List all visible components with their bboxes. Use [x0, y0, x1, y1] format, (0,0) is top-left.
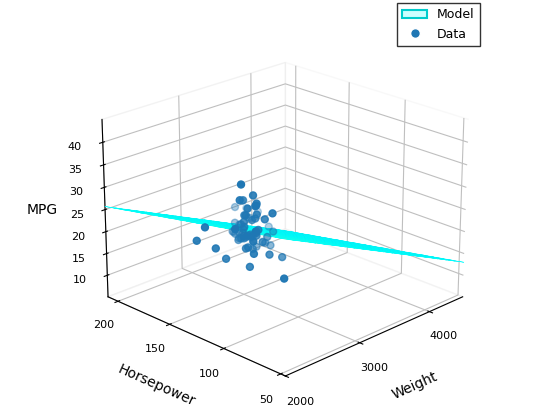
- X-axis label: Weight: Weight: [390, 369, 440, 402]
- Y-axis label: Horsepower: Horsepower: [115, 362, 197, 409]
- Legend: Model, Data: Model, Data: [397, 3, 480, 45]
